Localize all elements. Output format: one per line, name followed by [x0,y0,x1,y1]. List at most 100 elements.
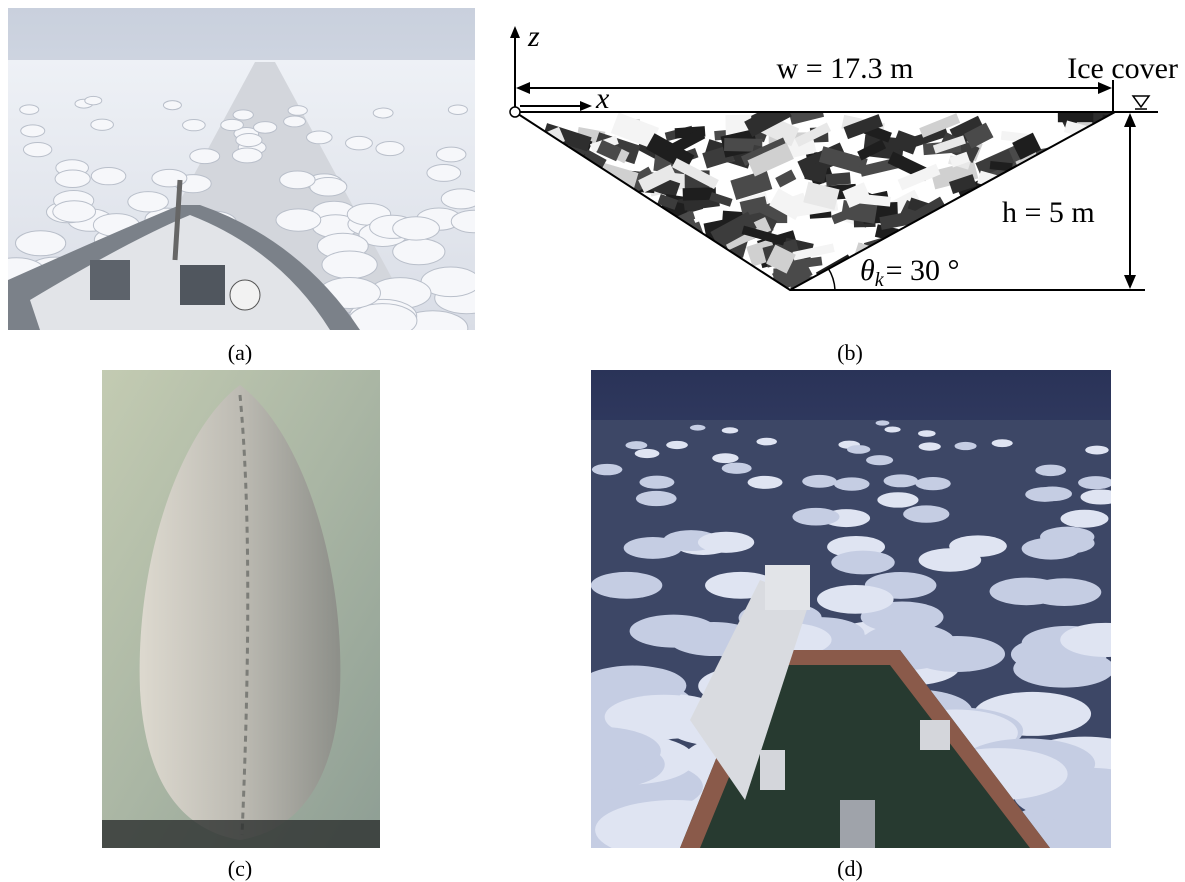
floe [877,492,918,507]
origin [510,107,520,117]
ice-block [978,265,1001,287]
floe [276,209,321,231]
ice-block [1086,154,1124,182]
floe [85,96,102,104]
ice-block [605,232,648,263]
floe [591,572,663,599]
ice-block [694,273,731,290]
ice-block [1039,269,1066,291]
ice-block [570,200,596,219]
floe [1022,538,1081,560]
ice-block [1096,169,1143,201]
ice-block [983,233,1029,253]
ice-block [521,127,565,158]
ice-block [550,195,589,208]
ice-block [565,226,613,239]
height-label: h = 5 m [1002,196,1095,229]
ice-block [1071,226,1105,250]
ice-block [832,264,856,284]
floe [847,445,870,454]
photo-d [529,370,1161,872]
photo-c [102,370,380,848]
floe [91,168,126,185]
floe [427,164,461,181]
width-label: w = 17.3 m [777,52,914,85]
floe [636,491,677,506]
ice-block [994,240,1040,266]
ice-block [532,253,561,274]
floe [919,442,941,450]
ice-block [531,185,577,217]
ice-block [633,214,681,246]
floe [756,438,776,446]
ice-block [668,243,695,261]
ice-block [537,214,569,229]
frame [102,820,380,848]
ice-block [826,172,851,185]
floe [221,119,244,130]
caption: (d) [837,856,863,881]
floe [792,508,839,526]
floe [232,148,262,163]
ice-block [686,247,728,280]
ice-block [689,271,717,285]
floe [690,425,706,431]
ice-block [1029,258,1057,277]
floe [1060,623,1151,657]
ice-block [921,235,967,249]
floe [254,122,277,134]
floe [949,535,1007,557]
ice-block [576,200,608,226]
floe [236,134,262,147]
ice-block [961,223,997,246]
floe [1061,510,1109,528]
ice-block [1066,257,1114,288]
equipment [760,750,785,790]
floe [233,110,253,120]
ice-block [530,158,566,188]
floe [1027,578,1101,606]
floe [903,505,949,522]
cover-label: Ice cover [1067,52,1178,85]
floe [55,170,90,188]
ice-block [603,269,626,289]
floe [91,119,114,130]
ice-block [968,247,1008,265]
floe [722,463,752,474]
ice-block [546,230,575,256]
floe [288,106,307,116]
ice-block [655,238,684,261]
floe [23,143,51,157]
ice-block [582,211,630,246]
floe [592,464,622,475]
floe [722,427,738,433]
ice-block [533,257,557,279]
floe [16,231,66,256]
floe [626,441,648,449]
floe [53,201,96,222]
floe [280,171,315,189]
floe [876,420,890,425]
floe [346,136,373,149]
ice-block [671,221,704,244]
ice-block [569,245,593,266]
ice-block [540,182,582,215]
ice-block [1023,231,1046,240]
ice-block [981,260,1008,274]
ice-block [609,215,645,224]
floe [349,304,417,338]
ice-block [520,170,561,200]
floe [451,210,496,233]
ice-block [1011,266,1036,286]
ice-block [533,271,567,283]
floe [635,449,660,458]
floe [831,551,894,575]
ice-block [911,233,953,256]
ice-block [580,263,626,288]
ice-block [775,170,796,188]
ice-block [1095,268,1119,290]
ice-block [985,279,1007,295]
floe [834,477,870,490]
floe [666,441,688,449]
ice-block [580,196,612,216]
